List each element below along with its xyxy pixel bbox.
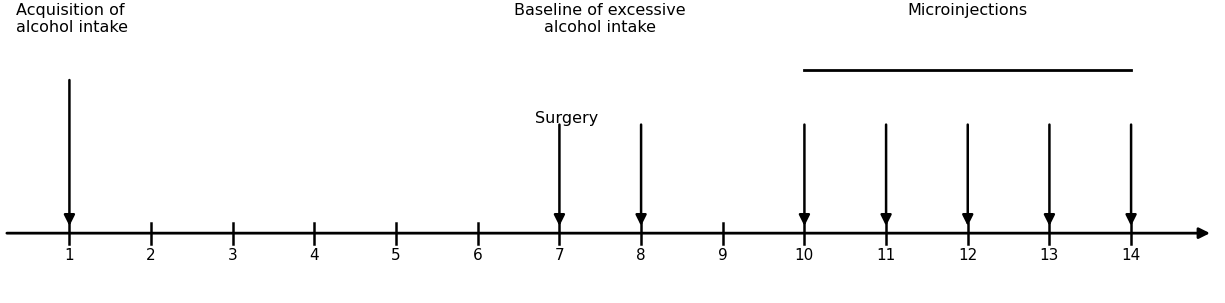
Text: 5: 5	[391, 248, 401, 263]
Text: 13: 13	[1040, 248, 1060, 263]
Text: 6: 6	[473, 248, 483, 263]
Text: 9: 9	[718, 248, 728, 263]
Text: Surgery: Surgery	[535, 112, 598, 126]
Text: 14: 14	[1121, 248, 1140, 263]
Text: 10: 10	[795, 248, 815, 263]
Text: 7: 7	[555, 248, 565, 263]
Text: Microinjections: Microinjections	[908, 3, 1028, 18]
Text: 4: 4	[310, 248, 320, 263]
Text: Acquisition of
alcohol intake: Acquisition of alcohol intake	[16, 3, 129, 35]
Text: 12: 12	[958, 248, 978, 263]
Text: Baseline of excessive
alcohol intake: Baseline of excessive alcohol intake	[514, 3, 686, 35]
Text: 8: 8	[636, 248, 646, 263]
Text: 11: 11	[876, 248, 895, 263]
Text: 1: 1	[65, 248, 75, 263]
Text: 2: 2	[146, 248, 156, 263]
Text: 3: 3	[228, 248, 238, 263]
